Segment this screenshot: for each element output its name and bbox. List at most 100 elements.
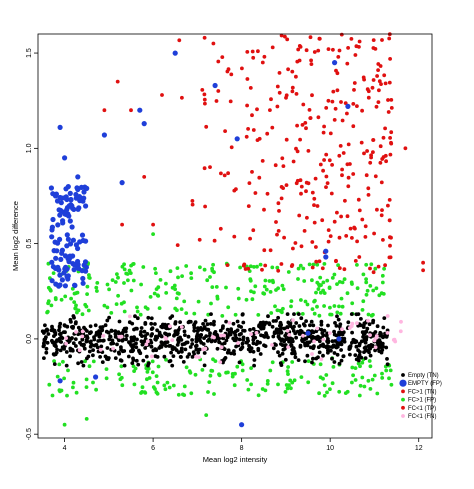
point-fc-1-fp (129, 263, 134, 268)
point-fc-1-fn (222, 333, 227, 338)
point-empty-tn (234, 336, 239, 341)
point-empty-fp (57, 378, 63, 384)
point-fc-1-fp (152, 291, 157, 296)
point-empty-tn (73, 321, 78, 326)
point-fc-1-tn (285, 37, 290, 42)
point-empty-tn (99, 344, 104, 349)
point-fc-1-fp (340, 280, 345, 285)
point-fc-1-tn (268, 248, 273, 253)
point-fc-1-tn (366, 95, 371, 100)
point-fc-1-tn (338, 144, 343, 148)
point-fc-1-fp (248, 264, 253, 269)
point-empty-tn (44, 346, 49, 351)
point-fc-1-tn (340, 118, 345, 123)
point-fc-1-fp (301, 266, 306, 271)
point-fc-1-tn (354, 44, 359, 49)
point-empty-tn (212, 322, 216, 327)
point-fc-1-fp (327, 286, 332, 290)
point-empty-tn (82, 346, 87, 351)
point-empty-tn (117, 319, 122, 324)
point-fc-1-tn (387, 80, 392, 85)
point-fc-1-tn (374, 104, 379, 109)
point-empty-tn (280, 351, 285, 356)
point-fc-1-fp (244, 297, 249, 302)
point-empty-fp (74, 185, 80, 191)
point-fc-1-fn (340, 327, 344, 332)
point-fc-1-fp (49, 303, 54, 308)
point-fc-1-fp (72, 300, 77, 304)
point-empty-tn (302, 323, 307, 328)
point-fc-1-tn (275, 104, 280, 109)
legend-marker (401, 397, 405, 402)
point-empty-tn (144, 354, 149, 359)
point-empty-tn (304, 319, 308, 323)
point-empty-tn (251, 341, 256, 346)
point-fc-1-tn (279, 196, 284, 201)
point-empty-tn (353, 353, 358, 357)
point-empty-tn (280, 343, 285, 347)
point-fc-1-fp (180, 274, 185, 278)
point-fc-1-fp (306, 380, 311, 385)
point-fc-1-tn (175, 243, 180, 248)
point-fc-1-fn (287, 333, 292, 337)
point-fc-1-fp (176, 275, 180, 280)
point-empty-tn (333, 321, 337, 325)
point-fc-1-tn (316, 48, 321, 53)
point-empty-tn (212, 332, 217, 337)
point-fc-1-fp (124, 271, 129, 276)
point-empty-tn (362, 321, 367, 326)
point-fc-1-fp (53, 297, 58, 302)
point-fc-1-fp (298, 263, 303, 268)
point-fc-1-tn (299, 184, 304, 189)
point-empty-tn (88, 324, 93, 329)
point-empty-tn (295, 329, 300, 334)
point-fc-1-tn (381, 135, 386, 140)
point-empty-tn (109, 329, 114, 333)
point-fc-1-tn (333, 106, 338, 111)
point-fc-1-fp (153, 387, 157, 391)
point-empty-tn (168, 316, 173, 320)
point-empty-tn (215, 346, 220, 351)
point-empty-tn (271, 319, 276, 323)
point-empty-tn (294, 321, 299, 325)
point-fc-1-tn (275, 84, 280, 89)
point-empty-tn (222, 341, 227, 346)
point-empty-tn (321, 353, 325, 358)
point-empty-tn (107, 315, 111, 320)
point-empty-tn (173, 332, 178, 336)
point-fc-1-tn (387, 198, 392, 202)
point-fc-1-tn (351, 102, 356, 106)
point-empty-tn (176, 340, 181, 344)
point-empty-tn (330, 339, 335, 344)
point-fc-1-fp (360, 308, 365, 312)
point-fc-1-fn (399, 319, 403, 324)
point-fc-1-fp (171, 383, 176, 388)
point-fc-1-fp (388, 368, 393, 373)
point-fc-1-tn (102, 108, 107, 113)
point-empty-tn (251, 349, 256, 354)
point-empty-fp (49, 278, 55, 284)
point-empty-tn (271, 334, 276, 339)
point-fc-1-tn (218, 226, 223, 231)
point-fc-1-fn (145, 339, 150, 344)
point-empty-fp (57, 236, 63, 242)
point-empty-tn (82, 325, 86, 330)
point-fc-1-fp (205, 278, 210, 283)
point-empty-tn (218, 328, 223, 333)
point-empty-tn (342, 339, 347, 344)
point-empty-tn (105, 346, 110, 350)
point-empty-fp (305, 330, 311, 336)
point-fc-1-fn (219, 345, 224, 350)
point-fc-1-tn (369, 155, 373, 160)
point-empty-tn (319, 322, 324, 327)
point-empty-tn (62, 347, 66, 351)
point-fc-1-fp (212, 270, 216, 275)
point-fc-1-fp (368, 387, 373, 391)
point-empty-tn (167, 359, 172, 364)
point-empty-tn (202, 326, 207, 331)
point-empty-fp (59, 250, 65, 256)
point-fc-1-fp (322, 383, 327, 388)
point-fc-1-fp (63, 294, 68, 299)
point-empty-fp (65, 273, 71, 279)
point-empty-tn (285, 326, 290, 330)
